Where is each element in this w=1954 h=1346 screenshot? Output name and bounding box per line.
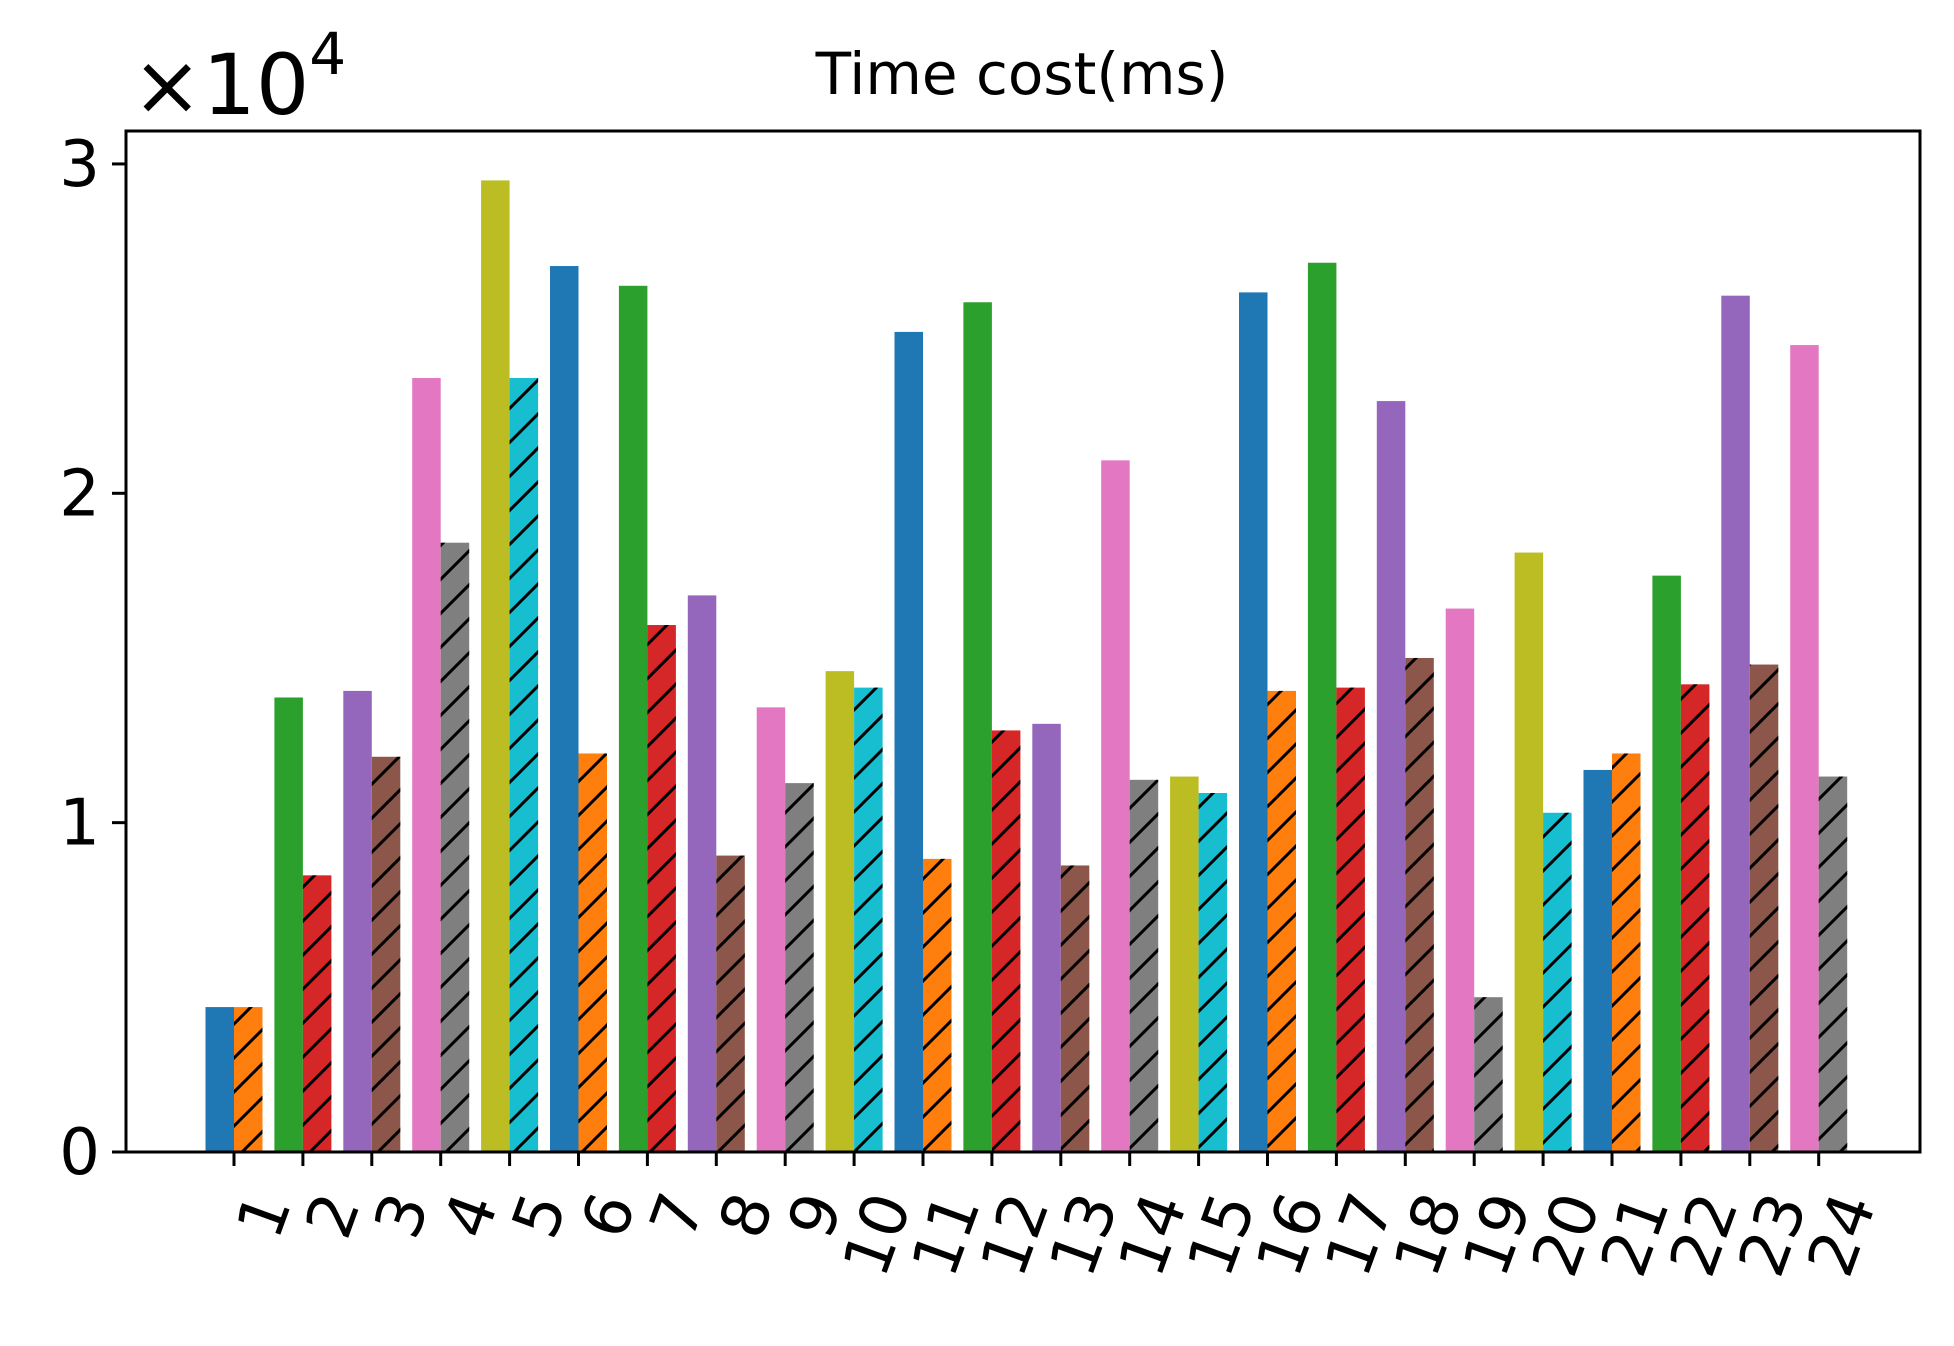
- bar-plain-24: [1790, 345, 1819, 1153]
- bar-plain-14: [1101, 460, 1130, 1153]
- bar-plain-17: [1307, 262, 1337, 1152]
- bar-hatch-overlay-4: [440, 542, 470, 1152]
- bar-plain-4: [412, 378, 441, 1152]
- y-multiplier: ×104: [132, 20, 346, 134]
- bar-hatch-overlay-22: [1680, 684, 1710, 1152]
- bar-plain-9: [756, 707, 786, 1152]
- bar-hatch-overlay-10: [854, 687, 883, 1152]
- bar-hatch-overlay-12: [991, 730, 1021, 1152]
- plot-frame: [124, 129, 1922, 1154]
- bar-plain-23: [1721, 295, 1750, 1152]
- bar-hatch-overlay-17: [1336, 687, 1365, 1152]
- bar-plain-16: [1239, 292, 1268, 1152]
- bar-hatch-overlay-9: [785, 783, 814, 1152]
- chart-title: Time cost(ms): [815, 40, 1229, 108]
- svg-text:×104: ×104: [132, 20, 346, 134]
- y-tick-label-1: 1: [59, 787, 100, 861]
- y-multiplier-exponent: 4: [309, 20, 346, 88]
- bar-plain-20: [1514, 552, 1544, 1152]
- bar-hatch-overlay-6: [578, 753, 607, 1152]
- bar-hatch-overlay-5: [509, 378, 539, 1152]
- bar-hatch-overlay-3: [371, 756, 401, 1152]
- y-axis: 0 1 2 3: [59, 128, 126, 1190]
- bar-plain-13: [1032, 723, 1061, 1152]
- bar-hatch-overlay-1: [234, 1007, 263, 1152]
- bar-plain-8: [687, 595, 717, 1152]
- bar-hatch-overlay-19: [1474, 997, 1503, 1152]
- bar-hatch-overlay-20: [1543, 812, 1572, 1152]
- bar-hatch-overlay-18: [1405, 657, 1434, 1152]
- bar-plain-22: [1652, 575, 1681, 1152]
- bar-hatch-overlay-14: [1129, 779, 1159, 1152]
- bar-plain-18: [1376, 401, 1406, 1152]
- bar-plain-21: [1583, 769, 1612, 1152]
- bar-hatch-overlay-7: [647, 625, 676, 1152]
- bar-hatch-overlay-24: [1818, 776, 1848, 1152]
- y-tick-label-2: 2: [59, 457, 100, 531]
- bar-plain-15: [1170, 776, 1199, 1152]
- y-multiplier-base: ×10: [132, 36, 309, 134]
- bars-group: [205, 180, 1848, 1153]
- bar-plain-2: [274, 697, 303, 1152]
- y-tick-label-0: 0: [59, 1116, 100, 1190]
- bar-hatch-overlay-16: [1267, 690, 1296, 1152]
- bar-plain-11: [894, 331, 923, 1152]
- bar-hatch-overlay-8: [716, 855, 745, 1152]
- bar-hatch-overlay-13: [1060, 865, 1090, 1152]
- bar-hatch-overlay-2: [302, 875, 332, 1152]
- bar-hatch-overlay-21: [1612, 753, 1641, 1152]
- y-tick-label-3: 3: [59, 128, 100, 202]
- bar-plain-5: [481, 180, 510, 1152]
- bar-hatch-overlay-11: [923, 858, 952, 1152]
- bar-plain-1: [205, 1007, 234, 1152]
- bar-plain-7: [618, 285, 648, 1152]
- x-tick-label-24: 24: [1794, 1184, 1891, 1286]
- bar-plain-10: [825, 671, 855, 1152]
- bar-plain-19: [1445, 608, 1475, 1152]
- bar-plain-3: [343, 690, 372, 1152]
- bar-hatch-overlay-23: [1749, 664, 1779, 1152]
- bar-hatch-overlay-15: [1198, 793, 1228, 1152]
- bar-plain-6: [550, 266, 579, 1152]
- bar-plain-12: [963, 302, 992, 1152]
